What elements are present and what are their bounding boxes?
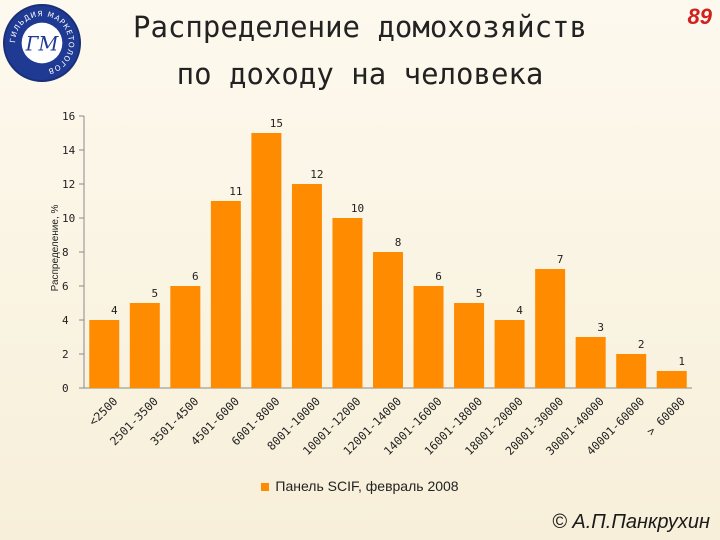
y-tick-label: 16 xyxy=(62,110,75,123)
bar xyxy=(575,337,606,388)
bar xyxy=(535,269,566,388)
author-credit: © А.П.Панкрухин xyxy=(552,511,710,533)
bar-value-label: 5 xyxy=(476,287,483,300)
bar-value-label: 8 xyxy=(395,236,402,249)
logo-monogram: ГМ xyxy=(25,32,60,55)
bar xyxy=(291,184,322,388)
x-tick-label: > 60000 xyxy=(644,394,688,438)
bar-value-label: 11 xyxy=(229,185,242,198)
bar-value-label: 4 xyxy=(111,304,118,317)
bar-value-label: 12 xyxy=(310,168,323,181)
page-title: Распределение домохозяйств по доходу на … xyxy=(110,4,610,98)
bar-value-label: 6 xyxy=(192,270,199,283)
page-number: 89 xyxy=(687,4,712,29)
bar xyxy=(129,303,160,388)
title-line-2: по доходу на человека xyxy=(176,57,544,91)
y-tick-label: 0 xyxy=(62,382,69,395)
y-tick-label: 4 xyxy=(62,314,69,327)
y-tick-label: 6 xyxy=(62,280,69,293)
bar-value-label: 6 xyxy=(435,270,442,283)
y-tick-label: 12 xyxy=(62,178,75,191)
bar xyxy=(89,320,120,388)
y-tick-label: 14 xyxy=(62,144,76,157)
bar xyxy=(494,320,525,388)
bar xyxy=(616,354,647,388)
guild-logo: ГИЛЬДИЯ МАРКЕТОЛОГОВ ГМ xyxy=(3,4,81,82)
y-tick-label: 8 xyxy=(62,246,69,259)
y-axis-label: Распределение, % xyxy=(50,204,61,291)
bar-value-label: 7 xyxy=(557,253,564,266)
bar-value-label: 4 xyxy=(516,304,523,317)
bar-value-label: 3 xyxy=(597,321,604,334)
bar-value-label: 2 xyxy=(638,338,645,351)
bar xyxy=(656,371,687,388)
title-line-1: Распределение домохозяйств xyxy=(133,10,587,44)
bar-value-label: 1 xyxy=(678,355,685,368)
bar-value-label: 10 xyxy=(351,202,364,215)
bar xyxy=(251,133,282,388)
y-tick-label: 10 xyxy=(62,212,75,225)
bar xyxy=(170,286,201,388)
legend-swatch xyxy=(261,483,270,492)
x-tick-label: <2500 xyxy=(86,394,120,428)
bar-value-label: 15 xyxy=(270,117,283,130)
bars: 4 5 6 11 15 12 10 8 6 5 4 7 3 2 1 xyxy=(89,117,687,388)
bar xyxy=(454,303,485,388)
bar xyxy=(210,201,241,388)
bar xyxy=(413,286,444,388)
x-tick-labels: <25002501-35003501-45004501-60006001-800… xyxy=(86,394,688,458)
bar-value-label: 5 xyxy=(151,287,158,300)
bar xyxy=(373,252,403,388)
legend-label: Панель SCIF, февраль 2008 xyxy=(275,478,459,494)
y-tick-label: 2 xyxy=(62,348,69,361)
bar xyxy=(332,218,363,388)
chart-legend: Панель SCIF, февраль 2008 xyxy=(0,478,720,494)
